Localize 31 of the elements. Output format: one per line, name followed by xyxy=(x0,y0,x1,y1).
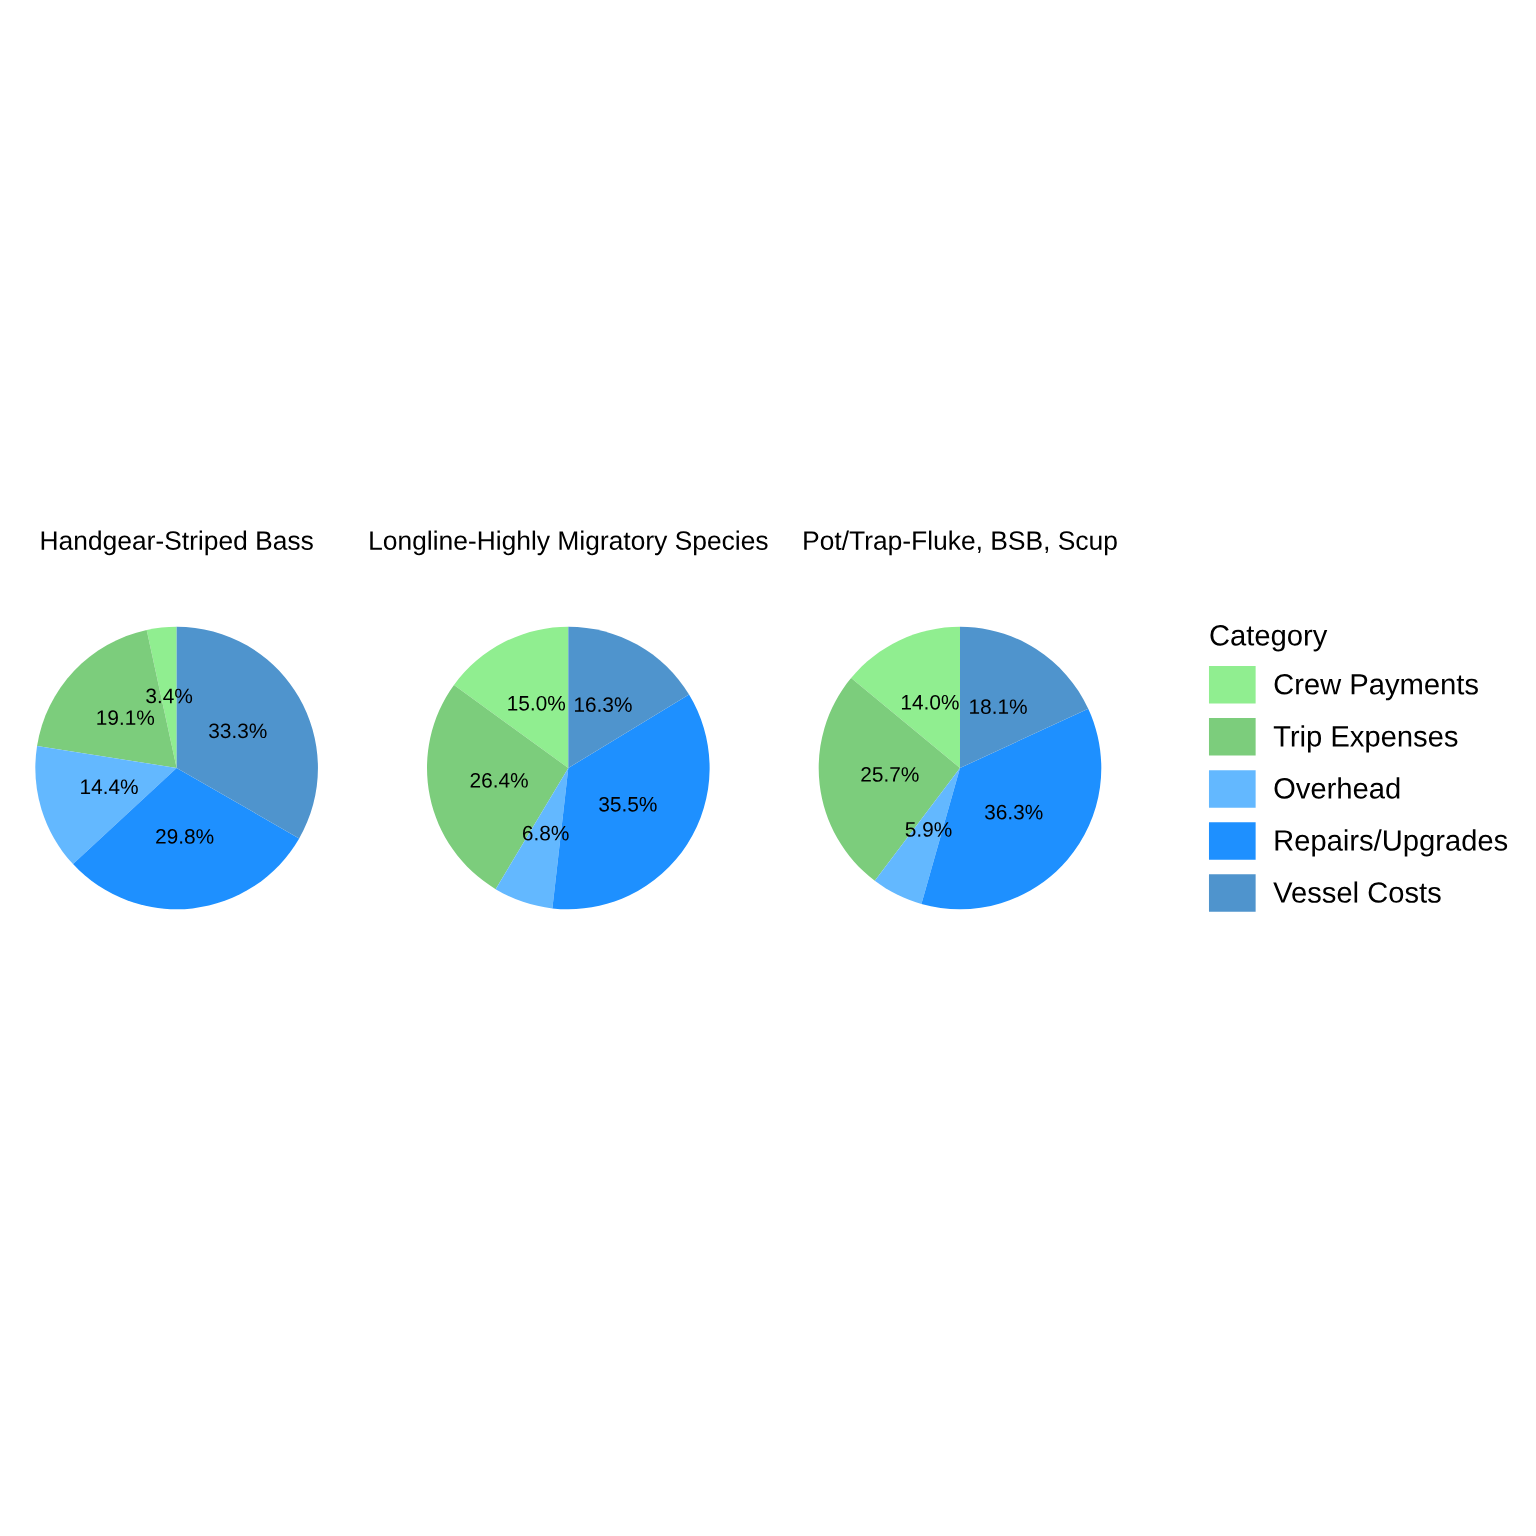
legend-label: Crew Payments xyxy=(1274,673,1478,701)
legend-label: Overhead xyxy=(1274,777,1400,799)
data-label: 19.1% xyxy=(97,710,155,726)
legend-label: Vessel Costs xyxy=(1273,881,1441,903)
data-label: 14.0% xyxy=(901,694,959,710)
data-label: 5.9% xyxy=(905,822,952,837)
data-label: 26.4% xyxy=(470,772,528,788)
data-label: 18.1% xyxy=(970,699,1027,715)
data-label: 14.4% xyxy=(81,779,138,795)
pie-slice xyxy=(73,768,300,910)
legend-title: Category xyxy=(1210,625,1328,652)
pie-slice xyxy=(818,677,960,881)
pie-slice xyxy=(454,626,569,768)
data-label: 15.0% xyxy=(508,695,566,711)
data-label: 6.8% xyxy=(522,825,569,841)
data-label: 16.3% xyxy=(574,697,632,712)
data-label: 35.5% xyxy=(599,796,657,812)
data-label: 33.3% xyxy=(209,723,267,739)
legend-label: Repairs/Upgrades xyxy=(1275,829,1508,857)
pie-slice xyxy=(568,626,690,768)
data-label: 36.3% xyxy=(984,804,1043,820)
legend-label: Trip Expenses xyxy=(1273,725,1458,753)
pie-slice xyxy=(851,626,960,768)
data-label: 29.8% xyxy=(156,829,214,844)
pie-slice xyxy=(960,626,1089,768)
pie-slice xyxy=(427,684,569,890)
chart-title: Pot/Trap-Fluke, BSB, Scup xyxy=(804,530,1117,556)
data-label: 25.7% xyxy=(861,767,919,782)
chart-title: Longline-Highly Migratory Species xyxy=(370,530,768,556)
chart-title: Handgear-Striped Bass xyxy=(41,530,313,556)
data-label: 3.4% xyxy=(146,688,193,704)
